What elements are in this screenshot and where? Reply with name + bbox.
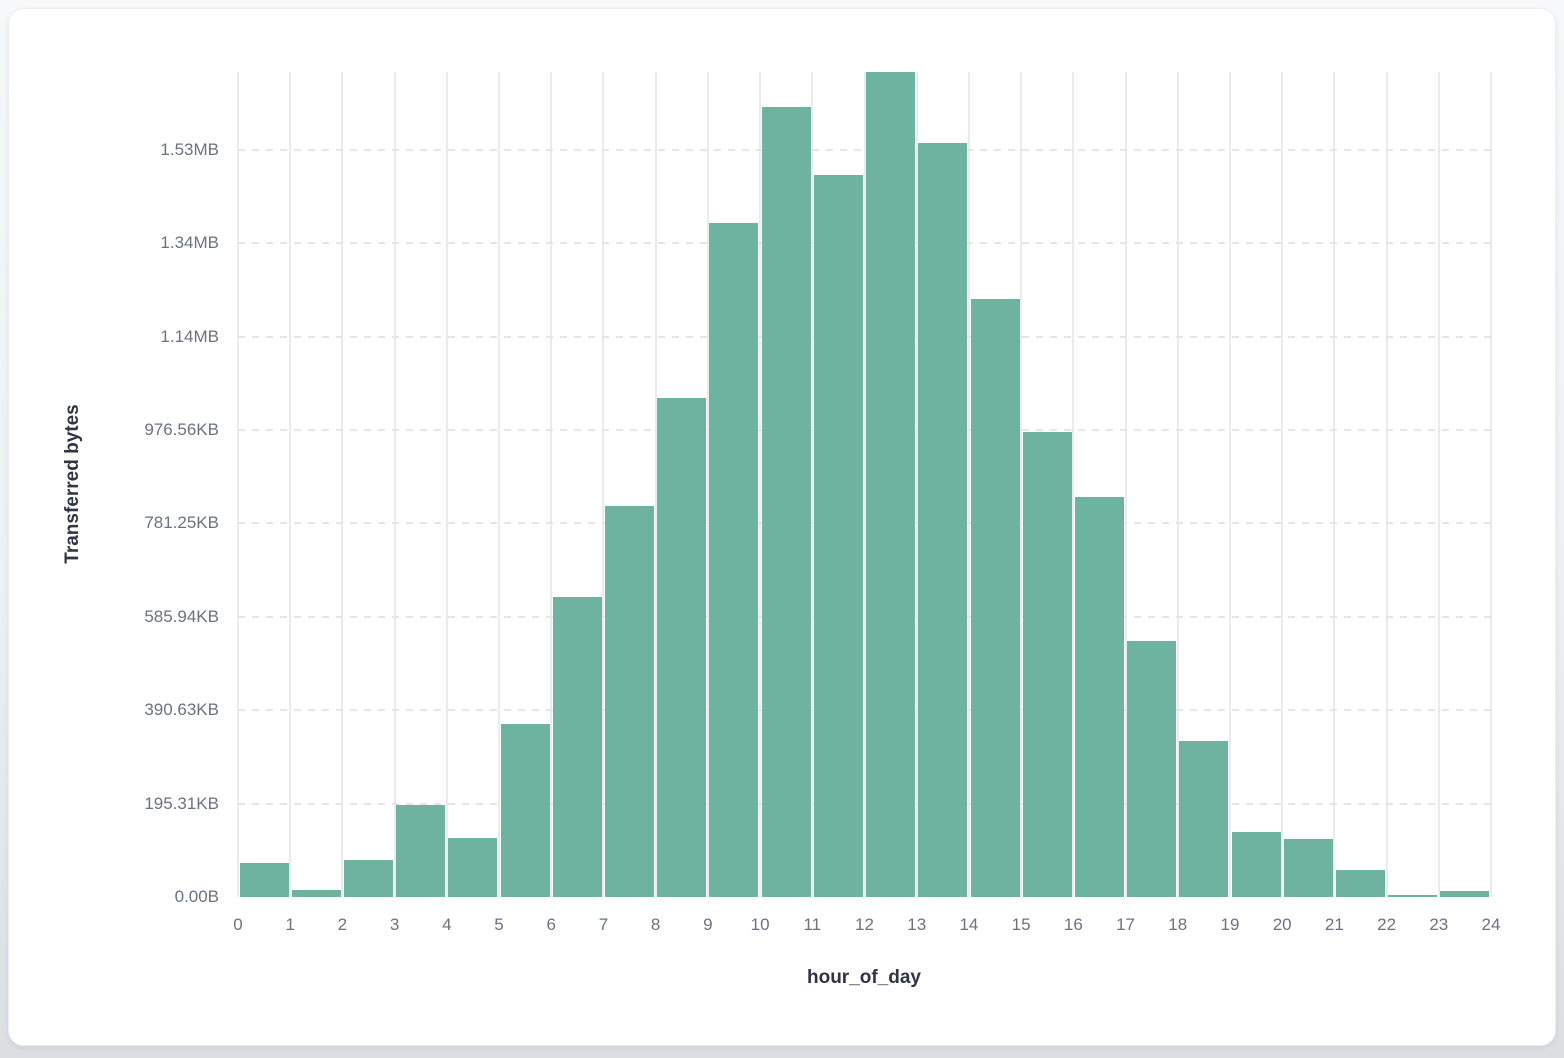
x-tick-label: 15	[1011, 915, 1031, 934]
vertical-gridline	[967, 72, 970, 897]
vertical-gridline	[289, 72, 292, 897]
vertical-gridline	[1437, 72, 1440, 897]
x-tick-label: 9	[703, 915, 713, 934]
vertical-gridline	[1385, 72, 1388, 897]
y-tick-label: 195.31KB	[144, 793, 219, 813]
x-tick-label: 14	[959, 915, 979, 934]
x-tick-label: 20	[1272, 915, 1292, 934]
y-tick-label: 976.56KB	[144, 420, 219, 440]
vertical-gridline	[863, 72, 866, 897]
bar-hour-9[interactable]	[709, 222, 759, 897]
x-tick-label: 18	[1168, 915, 1188, 934]
vertical-gridline	[237, 72, 239, 897]
x-tick-label: 11	[803, 915, 822, 934]
x-tick-label: 13	[907, 915, 927, 934]
x-tick-label: 0	[233, 915, 243, 934]
bar-hour-11[interactable]	[813, 174, 863, 897]
bar-hour-19[interactable]	[1231, 832, 1281, 897]
horizontal-gridline	[238, 615, 1491, 618]
vertical-gridline	[915, 72, 918, 897]
bar-hour-3[interactable]	[396, 805, 446, 897]
x-tick-label: 17	[1116, 915, 1135, 934]
bar-hour-7[interactable]	[605, 505, 655, 897]
horizontal-gridline	[238, 242, 1491, 245]
vertical-gridline	[550, 72, 553, 897]
bar-hour-23[interactable]	[1440, 890, 1490, 897]
x-tick-label: 8	[650, 915, 661, 934]
vertical-gridline	[1228, 72, 1231, 897]
x-tick-label: 2	[337, 915, 348, 934]
vertical-gridline	[759, 72, 762, 897]
chart-card: Transferred bytes 0.00B 195.31KB 390.63KB 5…	[8, 8, 1556, 1046]
bar-hour-12[interactable]	[866, 72, 916, 897]
vertical-gridline	[1124, 72, 1127, 897]
horizontal-gridline	[238, 148, 1491, 151]
vertical-gridline	[341, 72, 344, 897]
x-tick-label: 19	[1220, 915, 1240, 934]
horizontal-gridline	[238, 335, 1491, 338]
plot-area	[237, 72, 1492, 897]
bar-hour-8[interactable]	[657, 397, 707, 897]
bar-hour-20[interactable]	[1283, 839, 1333, 897]
y-tick-label: 1.53MB	[160, 139, 219, 159]
vertical-gridline	[498, 72, 501, 897]
bar-hour-6[interactable]	[552, 596, 602, 897]
bar-hour-21[interactable]	[1335, 870, 1385, 897]
y-tick-label: 0.00B	[174, 887, 219, 906]
bar-hour-0[interactable]	[239, 863, 289, 897]
bar-hour-5[interactable]	[500, 724, 550, 897]
vertical-gridline	[706, 72, 709, 897]
x-tick-label: 1	[285, 915, 295, 934]
bar-hour-22[interactable]	[1388, 895, 1438, 897]
bar-hour-13[interactable]	[918, 142, 968, 897]
y-tick-label: 390.63KB	[144, 700, 219, 720]
vertical-gridline	[393, 72, 396, 897]
x-tick-label: 16	[1063, 915, 1083, 934]
y-tick-label: 781.25KB	[144, 513, 219, 533]
bar-hour-4[interactable]	[448, 838, 498, 897]
y-tick-label: 1.34MB	[160, 233, 219, 253]
x-tick-label: 6	[546, 915, 556, 934]
vertical-gridline	[1281, 72, 1284, 897]
bar-hour-17[interactable]	[1127, 640, 1177, 897]
horizontal-gridline	[238, 429, 1491, 432]
vertical-gridline	[654, 72, 657, 897]
x-tick-label: 5	[494, 915, 504, 934]
x-tick-label: 21	[1324, 915, 1344, 934]
y-tick-label: 1.14MB	[160, 326, 219, 346]
vertical-gridline	[1020, 72, 1023, 897]
vertical-gridline	[1176, 72, 1179, 897]
bar-hour-1[interactable]	[291, 890, 341, 897]
horizontal-gridline	[238, 522, 1491, 525]
vertical-gridline	[1490, 72, 1492, 897]
x-tick-label: 23	[1429, 915, 1449, 934]
x-tick-label: 4	[442, 915, 452, 934]
vertical-gridline	[445, 72, 448, 897]
x-tick-label: 3	[389, 915, 400, 934]
bar-hour-16[interactable]	[1074, 496, 1124, 897]
horizontal-gridline	[238, 802, 1491, 805]
x-tick-label: 12	[855, 915, 874, 934]
x-tick-label: 7	[598, 915, 609, 934]
bar-hour-18[interactable]	[1179, 741, 1229, 897]
bar-hour-15[interactable]	[1022, 431, 1072, 897]
horizontal-gridline	[238, 709, 1491, 712]
vertical-gridline	[1072, 72, 1075, 897]
x-tick-label: 24	[1481, 915, 1501, 934]
bar-hour-14[interactable]	[970, 298, 1020, 897]
bar-hour-2[interactable]	[344, 860, 394, 897]
vertical-gridline	[811, 72, 814, 897]
y-tick-label: 585.94KB	[144, 606, 219, 626]
vertical-gridline	[1333, 72, 1336, 897]
x-tick-label: 10	[750, 915, 770, 934]
vertical-gridline	[602, 72, 605, 897]
x-axis-title: hour_of_day	[806, 967, 922, 988]
x-tick-label: 22	[1377, 915, 1397, 934]
bar-hour-10[interactable]	[761, 106, 811, 897]
